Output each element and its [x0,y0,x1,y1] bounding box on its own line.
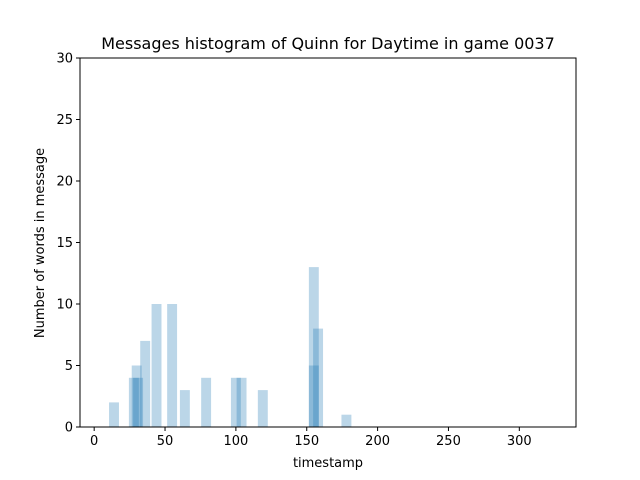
histogram-bar [236,377,247,427]
x-axis-label: timestamp [293,456,363,471]
histogram-bar [133,377,144,427]
x-tick-label: 250 [436,434,461,449]
y-tick-label: 5 [65,359,73,374]
bars-layer [109,267,352,427]
histogram-bar [341,414,352,427]
y-tick-label: 10 [56,298,73,313]
y-axis-label: Number of words in message [33,148,48,338]
x-tick-label: 0 [90,434,98,449]
y-tick-label: 20 [56,175,73,190]
chart-title: Messages histogram of Quinn for Daytime … [101,34,555,53]
histogram-bar [313,328,324,427]
histogram-bar [151,304,162,427]
x-tick-label: 200 [365,434,390,449]
histogram-bar [179,390,190,427]
histogram-bar [308,365,319,427]
histogram-bar [257,390,268,427]
histogram-bar [308,267,319,427]
histogram-bar [109,402,119,427]
x-tick-label: 50 [157,434,174,449]
y-tick-label: 25 [56,113,73,128]
histogram-bar [140,340,151,427]
x-tick-label: 300 [507,434,532,449]
histogram-bar [201,377,212,427]
x-tick-label: 100 [223,434,248,449]
y-tick-label: 30 [56,52,73,67]
histogram-bar [230,377,241,427]
x-tick-label: 150 [294,434,319,449]
y-tick-label: 0 [65,421,73,436]
histogram-bar [131,365,142,427]
y-tick-label: 15 [56,236,73,251]
x-axis-ticks: 0 50 100 150 200 250 300 [90,427,532,449]
y-axis-ticks: 0 5 10 15 20 25 30 [56,52,80,436]
histogram-bar [128,377,139,427]
histogram-bar [167,304,178,427]
